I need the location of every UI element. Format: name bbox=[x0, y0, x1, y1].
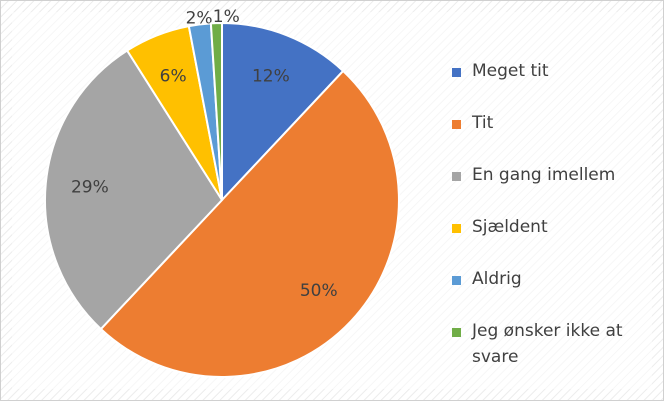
pie-slice bbox=[44, 49, 224, 331]
legend-swatch bbox=[452, 68, 461, 77]
data-label: 1% bbox=[213, 7, 240, 27]
legend-label: Sjældent bbox=[472, 217, 548, 237]
legend-swatch bbox=[452, 224, 461, 233]
legend-item: En gang imellem bbox=[452, 162, 662, 214]
pie-slice bbox=[221, 21, 345, 203]
legend-label: Jeg ønsker ikke at svare bbox=[472, 321, 623, 367]
legend: Meget tit Tit En gang imellem Sjældent Aldri… bbox=[452, 58, 662, 370]
legend-label: Meget tit bbox=[472, 61, 549, 81]
legend-item: Sjældent bbox=[452, 214, 662, 266]
data-label: 12% bbox=[252, 67, 290, 87]
data-label: 29% bbox=[71, 178, 109, 198]
data-label: 2% bbox=[186, 8, 213, 28]
legend-item: Jeg ønsker ikke at svare bbox=[452, 318, 662, 370]
legend-item: Tit bbox=[452, 110, 662, 162]
legend-swatch bbox=[452, 172, 461, 181]
legend-swatch bbox=[452, 276, 461, 285]
legend-item: Aldrig bbox=[452, 266, 662, 318]
data-label: 50% bbox=[300, 281, 338, 301]
legend-item: Meget tit bbox=[452, 58, 662, 110]
legend-label: Tit bbox=[472, 113, 494, 133]
legend-label: Aldrig bbox=[472, 269, 522, 289]
legend-swatch bbox=[452, 120, 461, 129]
pie-slice bbox=[99, 69, 400, 378]
legend-label: En gang imellem bbox=[472, 165, 616, 185]
pie-slice bbox=[209, 21, 223, 201]
data-label: 6% bbox=[160, 67, 187, 87]
legend-swatch bbox=[452, 328, 461, 337]
